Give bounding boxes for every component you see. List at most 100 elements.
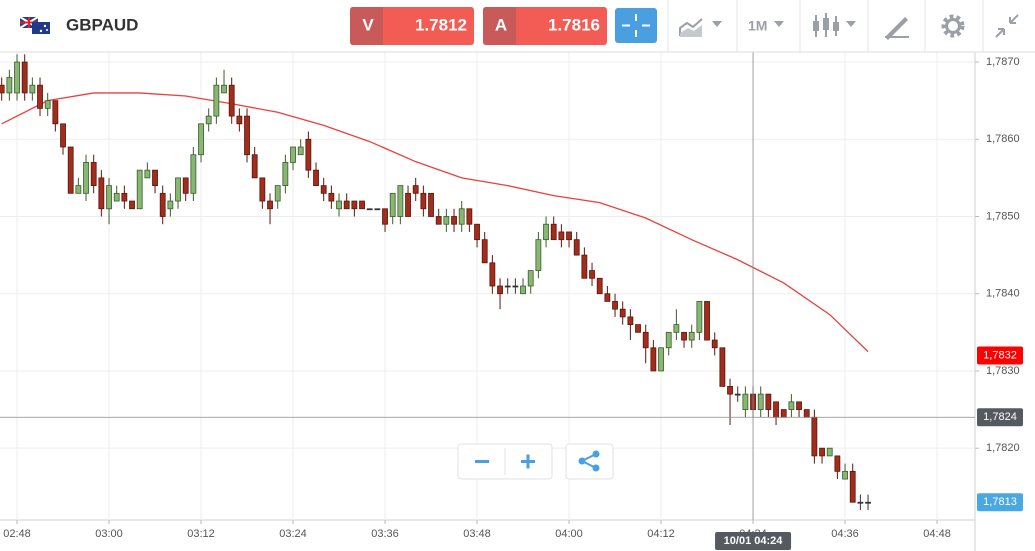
candle-body [14,61,20,94]
candle-body [711,339,718,349]
x-tick-label: 03:12 [187,528,215,540]
timeframe: 1M [748,18,767,34]
price-label: 1,7832 [983,349,1017,361]
y-tick-label: 1,7860 [986,133,1020,145]
candle-body [412,185,419,194]
candle-body [221,84,227,94]
candle-body [213,84,220,117]
candle-body [443,216,450,225]
x-tick-label: 04:36 [831,528,859,540]
candle-body [819,447,825,457]
candle-body [382,208,388,225]
candle-body [520,285,526,295]
candle-body [719,347,726,387]
candle-body [136,169,143,210]
candle-body [665,331,672,349]
candle-body [650,347,657,372]
candle-body [458,208,465,225]
candle-body [543,223,549,241]
collapse-button[interactable] [995,14,1019,38]
candle-body [29,84,36,94]
candle-body [37,84,43,109]
candle-body [566,231,572,241]
chart-type-button[interactable] [679,18,722,37]
x-tick-label: 03:36 [371,528,399,540]
buy-button[interactable]: A 1.7816 [483,7,607,45]
candle-body [420,192,427,210]
crosshair-y-box [977,408,1023,427]
candle-body [6,77,13,94]
candle-body [0,84,5,94]
candle-body [159,192,166,217]
candle-body [313,169,319,187]
candle-body [857,501,864,504]
candle-body [481,239,488,264]
candle-body [305,138,312,171]
candle-body [113,192,120,202]
x-tick-label: 03:24 [279,528,307,540]
candle-style-button[interactable] [813,13,856,37]
candle-body [336,200,342,210]
crosshair-y-label: 1,7824 [983,411,1017,423]
candle-body [673,324,680,333]
candle-body [290,146,296,163]
candle-body [190,154,197,194]
candle-body [604,293,611,302]
candle-body [596,277,603,295]
x-tick-label: 04:12 [647,528,675,540]
candle-body [251,154,258,179]
candle-body [658,347,664,372]
candle-body [466,208,473,225]
candle-body [451,216,457,225]
candle-body [757,393,764,410]
candle-body [343,200,350,210]
candle-body [573,239,580,256]
x-tick-label: 03:00 [95,528,123,540]
candle-body [274,185,281,202]
candle-body [98,177,105,210]
candle-body [236,115,243,125]
x-tick-label: 03:48 [463,528,491,540]
price-label-box [977,493,1023,512]
candle-body [497,285,503,295]
candle-body [21,61,28,94]
candle-body [727,385,733,395]
x-tick-label: 02:48 [3,528,31,540]
y-tick-label: 1,7840 [986,288,1020,300]
candle-body [435,216,442,225]
candle-body [780,409,787,418]
y-tick-label: 1,7830 [986,365,1020,377]
share-button[interactable] [565,443,614,480]
candle-body [328,192,335,202]
candle-body [83,162,89,194]
candle-body [504,285,511,288]
settings-button[interactable] [941,14,965,38]
candle-body [44,100,51,109]
candle-body [129,200,135,210]
crosshair-x-label: 10/01 04:24 [724,535,784,547]
candle-body [642,331,649,349]
candle-body [681,331,687,341]
candle-body [535,239,542,271]
candle-body [152,169,158,187]
candle-body [244,115,250,156]
timeframe-button[interactable]: 1M [748,18,784,34]
candle-body [175,177,181,202]
candle-body [765,393,772,410]
candle-body [267,200,273,210]
candle-body [527,270,534,287]
symbol: GBPAUD [66,15,138,34]
candle-body [167,200,174,210]
candle-body [796,401,802,410]
drawing-button[interactable] [885,17,909,40]
sell-label: V [362,15,374,34]
candle-body [67,146,74,194]
candle-body [297,146,304,156]
y-tick-label: 1,7820 [986,442,1020,454]
sell-button[interactable]: V 1.7812 [350,7,474,45]
crosshair-button[interactable] [615,8,657,43]
zoom-in-button[interactable] [521,454,535,469]
candle-body [589,270,595,279]
candle-body [351,200,358,210]
